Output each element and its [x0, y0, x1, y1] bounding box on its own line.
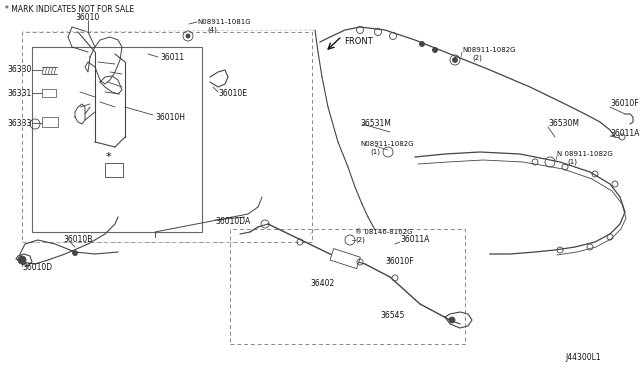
Circle shape [419, 42, 424, 46]
Circle shape [18, 256, 26, 264]
Bar [105, 163, 123, 177]
Text: (2): (2) [355, 237, 365, 243]
Text: 36011A: 36011A [610, 129, 639, 138]
Text: 36333: 36333 [7, 119, 31, 128]
Text: 36011A: 36011A [400, 235, 429, 244]
Text: J44300L1: J44300L1 [565, 353, 600, 362]
Text: 36010D: 36010D [22, 263, 52, 273]
Text: 36010: 36010 [76, 13, 100, 22]
Text: 36530M: 36530M [548, 119, 579, 128]
Text: 36010E: 36010E [218, 90, 247, 99]
Circle shape [433, 48, 438, 52]
Circle shape [72, 250, 77, 256]
Text: 36330: 36330 [7, 65, 31, 74]
Bar [32, 47, 202, 232]
Bar [42, 89, 56, 97]
Text: (1): (1) [370, 149, 380, 155]
Text: N08911-1082G: N08911-1082G [462, 47, 515, 53]
Circle shape [452, 58, 458, 62]
Bar [42, 117, 58, 127]
Text: N 08911-1082G: N 08911-1082G [557, 151, 612, 157]
Bar [330, 248, 360, 269]
Text: 36010B: 36010B [63, 235, 92, 244]
Text: 36545: 36545 [380, 311, 404, 321]
Text: *: * [105, 152, 111, 162]
Text: (4): (4) [207, 27, 217, 33]
Text: 36010F: 36010F [610, 99, 639, 109]
Text: 36531M: 36531M [360, 119, 391, 128]
Text: * MARK INDICATES NOT FOR SALE: * MARK INDICATES NOT FOR SALE [5, 6, 134, 15]
Text: FRONT: FRONT [344, 38, 372, 46]
Text: ® 08146-8162G: ® 08146-8162G [355, 229, 413, 235]
Text: N08911-1082G: N08911-1082G [360, 141, 413, 147]
Text: 36402: 36402 [310, 279, 334, 289]
Text: 36331: 36331 [7, 89, 31, 97]
Circle shape [186, 34, 190, 38]
Text: (2): (2) [472, 55, 482, 61]
Text: 36010H: 36010H [155, 112, 185, 122]
Text: N08911-1081G: N08911-1081G [197, 19, 251, 25]
Text: (1): (1) [567, 159, 577, 165]
Text: 36011: 36011 [160, 52, 184, 61]
Text: 36010F: 36010F [385, 257, 413, 266]
Text: 36010DA: 36010DA [215, 218, 250, 227]
Circle shape [449, 317, 455, 323]
